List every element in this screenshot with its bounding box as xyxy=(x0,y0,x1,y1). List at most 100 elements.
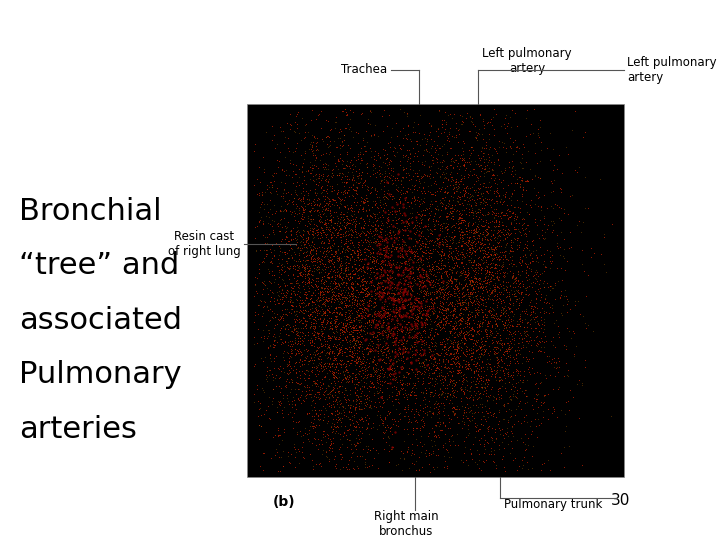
Point xyxy=(350,186,361,195)
Point xyxy=(436,278,447,287)
Point xyxy=(298,208,310,217)
Point xyxy=(509,136,521,144)
Point xyxy=(580,355,591,364)
Point xyxy=(558,463,570,471)
Point xyxy=(520,158,531,166)
Point xyxy=(482,307,494,315)
Point xyxy=(294,271,305,279)
Point xyxy=(325,390,336,399)
Point xyxy=(351,198,363,206)
Point xyxy=(382,353,394,361)
Point xyxy=(314,384,325,393)
Point xyxy=(445,172,456,181)
Point xyxy=(433,422,445,431)
Point xyxy=(485,273,497,282)
Point xyxy=(500,251,511,260)
Point xyxy=(440,235,451,244)
Point xyxy=(397,328,408,336)
Point xyxy=(319,372,330,381)
Point xyxy=(330,373,341,381)
Point xyxy=(458,332,469,340)
Point xyxy=(323,200,334,208)
Point xyxy=(525,203,536,212)
Point xyxy=(319,295,330,303)
Point xyxy=(425,330,436,339)
Point xyxy=(474,198,486,207)
Point xyxy=(283,361,294,369)
Point xyxy=(335,346,346,355)
Point xyxy=(413,265,424,273)
Point xyxy=(343,296,355,305)
Point xyxy=(272,363,284,372)
Point xyxy=(444,247,455,255)
Point xyxy=(390,295,402,304)
Point xyxy=(330,373,341,381)
Point xyxy=(384,226,396,234)
Point xyxy=(355,415,366,423)
Point xyxy=(313,170,325,178)
Point xyxy=(546,201,557,210)
Point xyxy=(507,431,518,440)
Point xyxy=(413,298,425,307)
Point xyxy=(466,352,477,361)
Point xyxy=(450,175,462,184)
Point xyxy=(454,418,465,427)
Point xyxy=(353,129,364,137)
Point xyxy=(505,371,516,380)
Point xyxy=(333,254,345,263)
Point xyxy=(519,249,531,258)
Point xyxy=(531,396,542,405)
Point xyxy=(304,247,315,256)
Point xyxy=(323,274,334,282)
Point xyxy=(323,246,335,255)
Point xyxy=(393,312,405,320)
Point xyxy=(520,353,531,362)
Point xyxy=(476,336,487,345)
Point xyxy=(332,187,343,196)
Point xyxy=(539,213,550,222)
Point xyxy=(318,192,329,200)
Point xyxy=(444,399,455,407)
Point xyxy=(293,173,305,181)
Point xyxy=(573,163,585,171)
Point xyxy=(348,315,360,324)
Point xyxy=(306,215,318,224)
Point xyxy=(388,382,400,390)
Point xyxy=(292,110,303,118)
Point xyxy=(316,300,328,309)
Point xyxy=(544,264,556,272)
Point xyxy=(361,292,373,300)
Point xyxy=(275,237,287,246)
Point xyxy=(488,446,500,455)
Point xyxy=(288,307,300,315)
Point xyxy=(285,189,297,198)
Point xyxy=(486,367,498,375)
Point xyxy=(531,389,542,398)
Point xyxy=(377,428,389,436)
Point xyxy=(462,314,474,323)
Point xyxy=(479,164,490,173)
Point xyxy=(425,304,436,313)
Point xyxy=(454,193,465,202)
Point xyxy=(261,249,273,258)
Point xyxy=(457,413,469,422)
Point xyxy=(325,256,337,265)
Point xyxy=(423,449,434,458)
Point xyxy=(479,341,490,349)
Point xyxy=(351,396,363,404)
Point xyxy=(283,400,294,408)
Point xyxy=(356,342,368,351)
Point xyxy=(441,223,452,232)
Point xyxy=(359,286,370,294)
Point xyxy=(287,167,299,176)
Point xyxy=(365,292,377,300)
Point xyxy=(387,255,399,264)
Point xyxy=(373,259,384,268)
Point xyxy=(457,375,469,384)
Point xyxy=(459,384,471,393)
Point xyxy=(391,224,402,233)
Point xyxy=(343,119,354,128)
Point xyxy=(324,435,336,443)
Point xyxy=(325,402,337,411)
Point xyxy=(405,162,416,171)
